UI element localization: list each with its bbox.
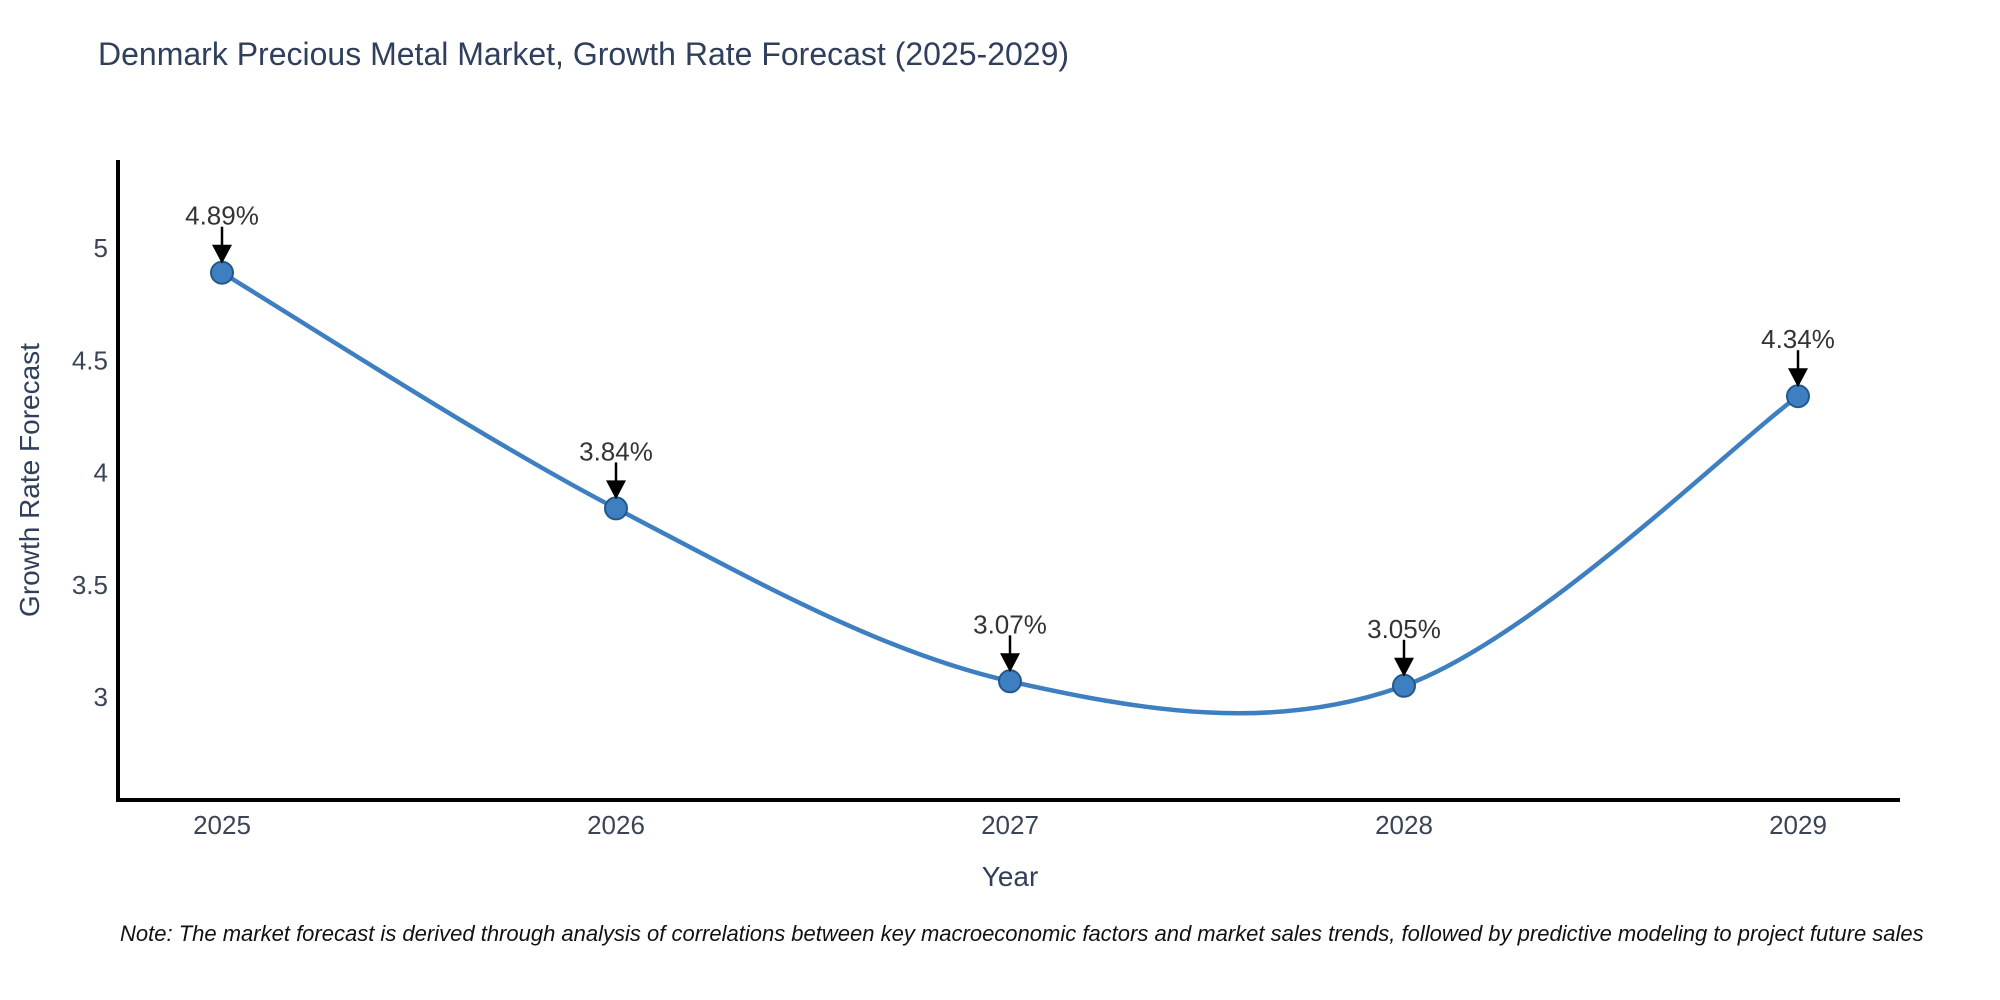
- x-tick-label: 2025: [193, 810, 251, 840]
- x-tick-label: 2029: [1769, 810, 1827, 840]
- annotation-label: 4.89%: [185, 201, 259, 231]
- annotation-arrowhead: [212, 244, 232, 264]
- footnote: Note: The market forecast is derived thr…: [120, 921, 1924, 946]
- x-tick-label: 2026: [587, 810, 645, 840]
- x-tick-label: 2028: [1375, 810, 1433, 840]
- y-tick-label: 5: [94, 233, 108, 263]
- y-tick-label: 4.5: [72, 345, 108, 375]
- annotation-arrowhead: [1000, 653, 1020, 673]
- data-point-marker: [210, 260, 234, 285]
- data-point-marker: [998, 669, 1022, 694]
- annotation-label: 3.84%: [579, 436, 653, 466]
- y-tick-label: 3: [94, 682, 108, 712]
- annotation-label: 3.07%: [973, 609, 1047, 639]
- annotation-arrowhead: [606, 480, 626, 500]
- data-point-marker: [1392, 673, 1416, 698]
- axis-spines: [116, 160, 1900, 802]
- data-point-marker: [604, 496, 628, 521]
- annotation-arrowhead: [1788, 368, 1808, 388]
- data-point-marker: [1786, 384, 1810, 409]
- annotation-label: 3.05%: [1367, 614, 1441, 644]
- annotation-label: 4.34%: [1761, 324, 1835, 354]
- x-axis-title: Year: [981, 861, 1039, 892]
- y-tick-label: 3.5: [72, 570, 108, 600]
- y-tick-label: 4: [94, 458, 108, 488]
- chart-title: Denmark Precious Metal Market, Growth Ra…: [98, 36, 1070, 72]
- annotation-arrowhead: [1394, 657, 1414, 677]
- x-tick-label: 2027: [981, 810, 1039, 840]
